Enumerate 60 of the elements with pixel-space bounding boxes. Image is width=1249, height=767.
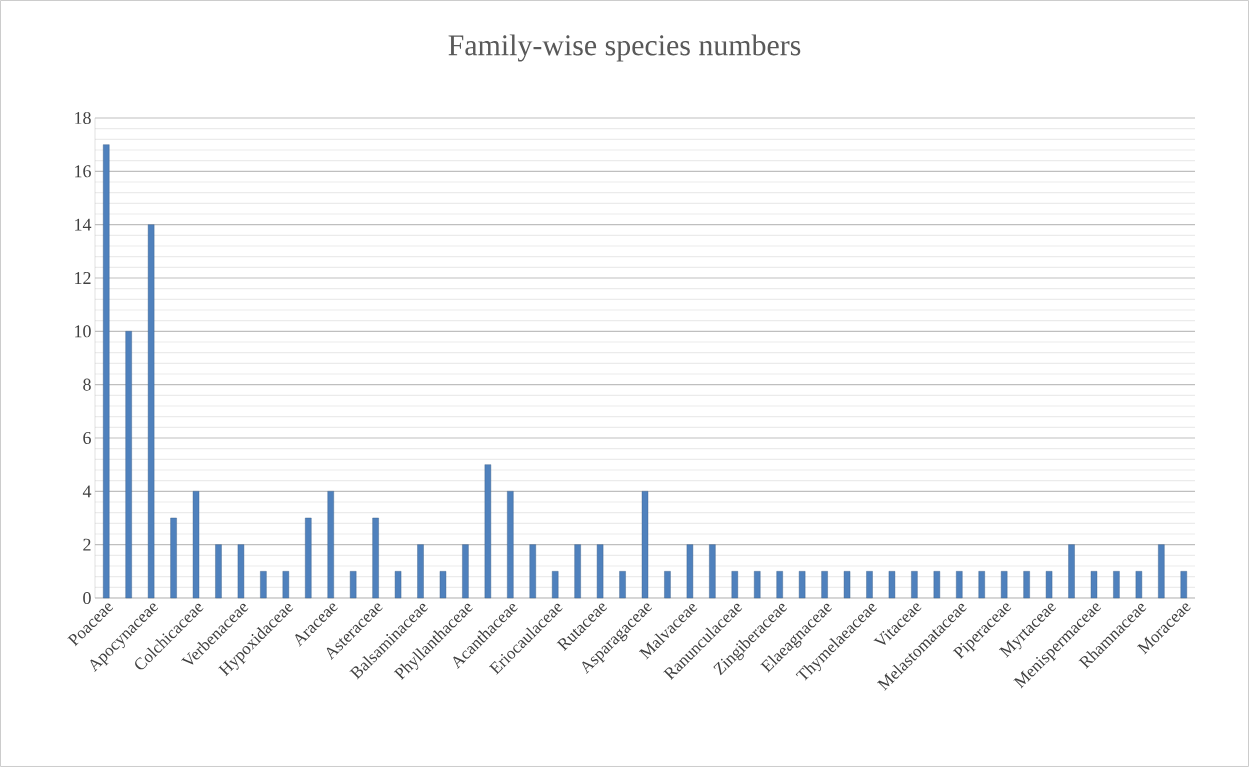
bar	[552, 571, 559, 599]
y-tick-label: 18	[75, 111, 91, 125]
y-tick-label: 6	[83, 431, 91, 444]
y-tick-label: 8	[83, 378, 91, 391]
bar	[282, 571, 290, 599]
bar	[619, 571, 626, 599]
y-tick-label: 0	[83, 591, 91, 605]
bar	[1180, 571, 1187, 599]
y-tick-label: 12	[75, 272, 91, 284]
bar	[417, 544, 424, 599]
bar	[731, 571, 738, 599]
bar	[170, 517, 177, 599]
bar	[911, 571, 918, 599]
y-tick-label: 16	[75, 165, 91, 178]
y-tick-label: 4	[82, 485, 92, 498]
bar	[686, 544, 694, 599]
bar	[596, 544, 604, 599]
bar	[664, 571, 671, 599]
bar	[125, 331, 132, 599]
bar	[484, 464, 492, 599]
bar	[821, 571, 828, 599]
bar	[1045, 571, 1053, 599]
bar	[103, 144, 110, 599]
bar	[776, 571, 783, 599]
bar	[462, 544, 469, 599]
bar	[641, 491, 649, 599]
bar	[394, 571, 402, 599]
bar	[574, 544, 581, 599]
bar	[1023, 571, 1030, 599]
bar	[754, 571, 761, 599]
bar	[1000, 571, 1008, 599]
bar	[798, 571, 806, 599]
bar	[260, 571, 267, 599]
bar	[843, 571, 851, 599]
chart-title: Family-wise species numbers	[448, 34, 801, 62]
y-tick-label: 2	[83, 538, 91, 551]
y-tick-label: 10	[75, 325, 91, 338]
bar	[933, 571, 941, 599]
y-tick-label: 14	[75, 218, 92, 231]
bar	[349, 571, 357, 599]
bar	[305, 517, 312, 599]
bar	[1068, 544, 1075, 599]
bar	[888, 571, 896, 599]
bar	[956, 571, 963, 599]
bar	[529, 544, 536, 599]
bar	[192, 491, 200, 599]
bar	[709, 544, 716, 599]
bar	[215, 544, 222, 599]
bar	[978, 571, 985, 599]
bar	[866, 571, 873, 599]
bar	[327, 491, 334, 599]
bar	[237, 544, 245, 599]
bar	[507, 491, 514, 599]
bar	[1135, 571, 1143, 599]
bar	[372, 517, 379, 599]
bar	[1090, 571, 1098, 599]
bar	[439, 571, 447, 599]
bar	[1113, 571, 1120, 599]
bar	[147, 224, 155, 599]
bar	[1158, 544, 1165, 599]
